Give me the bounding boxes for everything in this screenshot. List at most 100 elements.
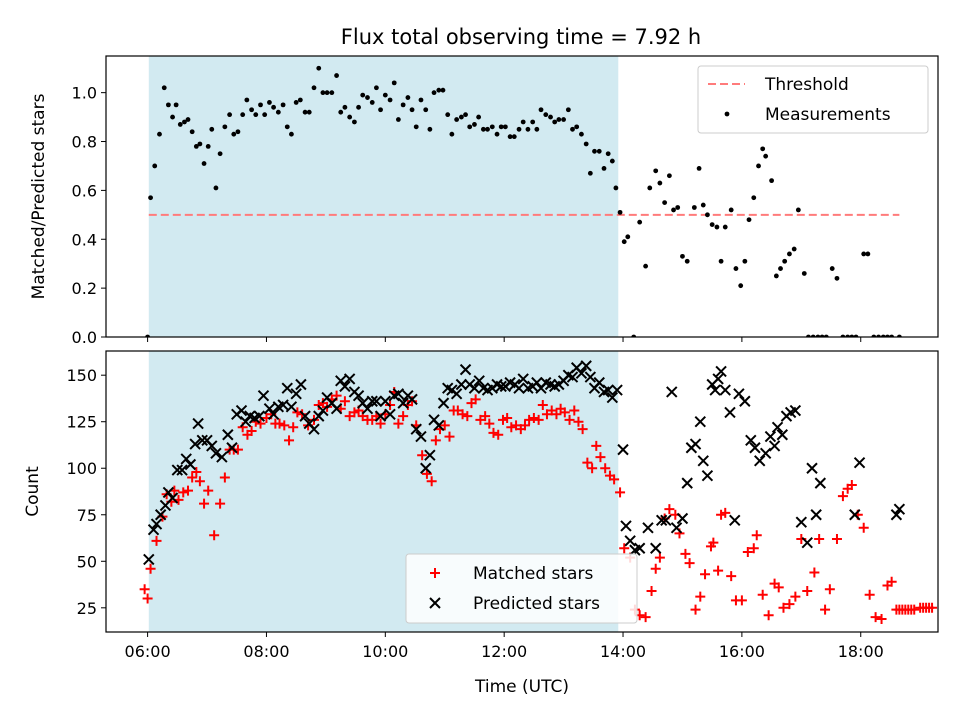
measurement-point	[166, 102, 171, 108]
predicted-star-point	[166, 492, 179, 504]
matched-star-point	[713, 565, 724, 576]
measurement-point	[449, 131, 455, 137]
predicted-star-point	[343, 373, 356, 385]
measurement-point	[152, 163, 158, 169]
predicted-star-point	[606, 391, 619, 404]
measurement-point	[763, 153, 769, 159]
axes-frame	[105, 55, 939, 338]
matched-star-point	[398, 411, 409, 422]
measurement-point	[418, 97, 424, 103]
measurement-point	[197, 141, 203, 147]
matched-star-point	[430, 435, 441, 446]
predicted-star-point	[890, 509, 903, 521]
measurement-point	[601, 166, 607, 171]
matched-star-point	[255, 418, 266, 429]
matched-star-point	[502, 412, 513, 423]
predicted-star-point	[681, 477, 693, 489]
matched-star-point	[209, 530, 220, 541]
predicted-star-point	[602, 384, 614, 396]
measurement-point	[289, 131, 294, 137]
measurement-point	[548, 114, 553, 120]
x-tick-label: 06:00	[125, 642, 171, 661]
measurement-point	[405, 95, 411, 100]
y-tick-label: 25	[77, 599, 97, 618]
measurement-point	[235, 129, 241, 135]
measurement-point	[525, 126, 531, 132]
matched-star-point	[564, 414, 575, 425]
predicted-star-point	[308, 423, 320, 435]
predicted-star-point	[739, 395, 751, 407]
measurement-point	[489, 124, 495, 130]
measurement-point	[320, 90, 326, 96]
measurement-point	[498, 124, 504, 130]
measurement-point	[728, 207, 734, 213]
matched-star-point	[591, 440, 602, 451]
matched-star-point	[284, 435, 295, 446]
legend-matched-swatch	[430, 568, 440, 578]
measurement-point	[391, 80, 397, 86]
matched-star-point	[279, 420, 290, 431]
measurement-point	[193, 144, 199, 149]
measurement-point	[369, 100, 375, 105]
y-tick-label: 0.6	[72, 181, 97, 200]
measurement-point	[293, 100, 299, 105]
measurement-point	[583, 141, 589, 147]
measurement-point	[476, 114, 482, 120]
predicted-star-point	[660, 514, 672, 527]
matched-star-point	[587, 463, 598, 474]
matched-star-point	[615, 487, 626, 498]
y-tick-label: 75	[77, 506, 97, 525]
measurement-point	[609, 158, 615, 164]
matched-star-point	[700, 569, 711, 580]
measurement-point	[773, 273, 779, 279]
measurement-point	[714, 224, 720, 230]
matched-star-point	[690, 604, 701, 615]
measurement-point	[617, 209, 623, 215]
matched-star-point	[151, 535, 162, 546]
measurement-point	[613, 185, 619, 191]
measurement-point	[395, 117, 401, 122]
measurement-point	[791, 246, 797, 252]
matched-star-point	[533, 414, 544, 425]
predicted-star-point	[437, 397, 450, 409]
predicted-star-point	[257, 389, 270, 402]
y-tick-label: 0.8	[72, 133, 97, 152]
predicted-star-point	[624, 535, 636, 547]
measurement-point	[579, 131, 584, 137]
measurement-point	[185, 117, 191, 122]
matched-star-point	[375, 418, 386, 429]
y-tick-label: 1.0	[72, 84, 97, 103]
predicted-star-point	[424, 449, 436, 461]
measurement-point	[671, 207, 676, 213]
y-tick-label: 0.2	[72, 279, 97, 298]
measurement-point	[467, 124, 473, 130]
measurement-point	[267, 100, 272, 105]
measurement-point	[795, 207, 801, 213]
predicted-star-point	[397, 397, 409, 409]
matched-star-point	[407, 396, 418, 407]
matched-star-point	[609, 474, 620, 485]
matched-star-point	[684, 558, 695, 569]
predicted-star-point	[611, 384, 623, 396]
measurement-point	[722, 224, 728, 230]
predicted-star-point	[853, 456, 866, 469]
predicted-star-point	[468, 382, 481, 394]
predicted-star-point	[768, 440, 781, 452]
measurement-point	[705, 212, 710, 218]
matched-star-point	[417, 450, 428, 461]
x-tick-label: 16:00	[719, 642, 765, 661]
matched-star-point	[695, 591, 706, 602]
measurement-point	[148, 195, 153, 201]
matched-star-point	[790, 591, 801, 602]
predicted-star-point	[410, 423, 422, 435]
measurement-point	[538, 107, 544, 113]
matched-star-point	[720, 507, 731, 518]
matched-star-point	[274, 418, 285, 429]
predicted-star-point	[235, 404, 248, 417]
matched-star-point	[778, 602, 789, 613]
matched-star-point	[506, 422, 517, 433]
measurement-point	[316, 65, 322, 71]
measurement-point	[297, 97, 303, 103]
matched-star-point	[748, 543, 759, 554]
measurement-point	[801, 271, 807, 276]
